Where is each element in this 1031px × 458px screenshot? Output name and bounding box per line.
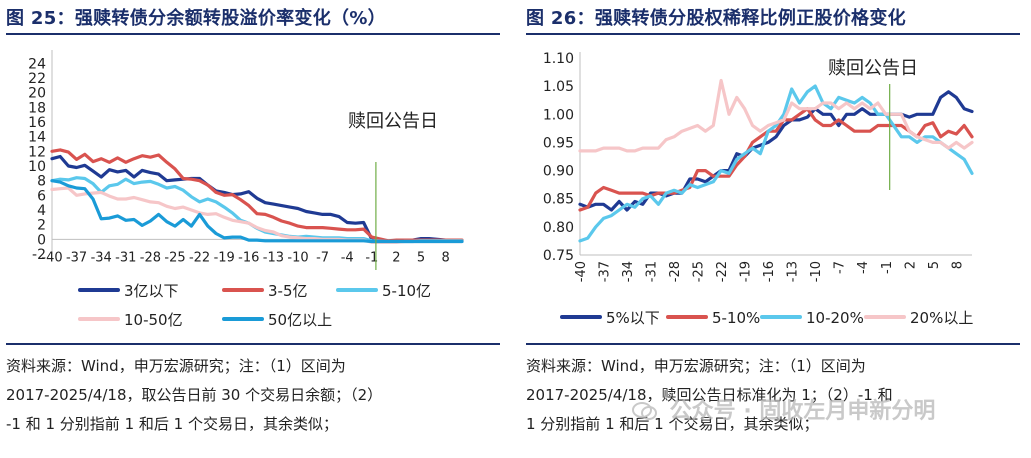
legend-label: 5-10亿	[382, 282, 431, 300]
source-rule	[6, 343, 500, 345]
source-line: 资料来源：Wind，申万宏源研究；注：（1）区间为	[526, 357, 866, 375]
series-line-3	[50, 176, 464, 244]
x-tick-label: -34	[621, 261, 636, 282]
x-tick-label: -7	[316, 250, 329, 265]
legend-label: 5-10%	[712, 309, 760, 327]
title-rule	[6, 33, 500, 35]
legend-label: 3亿以下	[124, 282, 179, 300]
x-tick-label: -4	[856, 261, 871, 274]
y-tick-label: 22	[28, 71, 46, 87]
source-line: -1 和 1 分别指前 1 和后 1 个交易日，其余类似；	[6, 415, 338, 433]
x-tick-label: -28	[140, 250, 161, 265]
x-tick-label: -10	[809, 261, 824, 282]
right-figure-panel: 图 26：强赎转债分股权稀释比例正股价格变化 0.75 0.80 0.85 0.90 0…	[526, 0, 1026, 458]
x-tick-label: -4	[341, 250, 354, 265]
x-tick-label: -19	[214, 250, 235, 265]
legend-label: 3-5亿	[268, 282, 308, 300]
x-tick-label: 8	[950, 261, 965, 269]
x-tick-label: -13	[786, 261, 801, 282]
series-line-3	[578, 84, 974, 243]
x-tick-label: 8	[441, 250, 449, 265]
x-tick-label: -22	[189, 250, 210, 265]
stock-price-line-chart: 0.75 0.80 0.85 0.90 0.95 1.00 1.05 1.10 -40 -37 -3…	[543, 51, 974, 327]
series-line-4	[578, 78, 974, 153]
x-tick-label: 2	[392, 250, 400, 265]
x-tick-label: -28	[668, 261, 683, 282]
y-tick-label: 0.85	[543, 192, 574, 208]
legend-label: 50亿以上	[268, 311, 332, 329]
source-rule	[526, 343, 1020, 345]
x-tick-label: -16	[238, 250, 259, 265]
source-note: 资料来源：Wind，申万宏源研究；注：（1）区间为 2017-2025/4/18…	[6, 352, 500, 439]
source-line: 2017-2025/4/18，取公告日前 30 个交易日余额；（2）	[6, 386, 383, 404]
y-tick-label: 0.80	[543, 220, 574, 236]
x-tick-label: -40	[574, 261, 589, 282]
y-tick-label: 16	[28, 115, 46, 131]
x-tick-label: -25	[692, 261, 707, 282]
series-line-1	[578, 90, 974, 212]
legend-label: 10-50亿	[124, 311, 183, 329]
source-line: 资料来源：Wind，申万宏源研究；注：（1）区间为	[6, 357, 346, 375]
y-tick-label: 0	[37, 232, 46, 248]
legend-label: 20%以上	[910, 309, 973, 327]
x-tick-label: -19	[739, 261, 754, 282]
x-tick-label: -13	[263, 250, 284, 265]
x-tick-label: -37	[66, 250, 87, 265]
legend-label: 10-20%	[806, 309, 864, 327]
y-tick-label: 10	[28, 159, 46, 175]
x-tick-label: -31	[115, 250, 136, 265]
figure-title: 图 26：强赎转债分股权稀释比例正股价格变化	[526, 8, 906, 29]
y-tick-label: 0.90	[543, 164, 574, 180]
x-tick-label: 5	[417, 250, 425, 265]
y-tick-label: 24	[28, 56, 46, 72]
series-line-5	[50, 179, 464, 244]
y-tick-label: 1.00	[543, 107, 574, 123]
x-tick-label: -16	[762, 261, 777, 282]
x-tick-label: -40	[41, 250, 62, 265]
y-tick-label: 18	[28, 100, 46, 116]
y-tick-label: 12	[28, 144, 46, 160]
x-tick-label: 2	[903, 261, 918, 269]
y-tick-label: 2	[37, 218, 46, 234]
source-line: 1 分别指前 1 和后 1 个交易日，其余类似；	[526, 415, 819, 433]
y-tick-label: 4	[37, 203, 46, 219]
figure-title: 图 25：强赎转债分余额转股溢价率变化（%）	[6, 8, 386, 29]
event-annotation: 赎回公告日	[828, 58, 918, 79]
x-tick-label: -31	[645, 261, 660, 282]
wechat-icon	[632, 402, 657, 420]
event-annotation: 赎回公告日	[348, 111, 438, 132]
x-tick-label: -22	[715, 261, 730, 282]
watermark: 公众号 · 固收左月申新分明	[632, 393, 935, 425]
y-tick-label: 0.95	[543, 135, 574, 151]
y-tick-label: 0.75	[543, 248, 574, 264]
y-tick-label: 20	[28, 86, 46, 102]
title-rule	[526, 33, 1020, 35]
x-tick-label: -7	[833, 261, 848, 274]
x-tick-label: -1	[880, 261, 895, 274]
source-line: 2017-2025/4/18，赎回公告日标准化为 1；（2）-1 和	[526, 386, 893, 404]
x-tick-label: -37	[598, 261, 613, 282]
x-tick-label: -10	[287, 250, 308, 265]
x-tick-label: -1	[365, 250, 378, 265]
y-tick-label: 8	[37, 174, 46, 190]
y-tick-label: 1.10	[543, 51, 574, 67]
x-tick-label: -25	[164, 250, 185, 265]
watermark-text: 公众号 · 固收左月申新分明	[669, 399, 936, 424]
source-note: 资料来源：Wind，申万宏源研究；注：（1）区间为 2017-2025/4/18…	[526, 352, 1020, 439]
y-tick-label: -2	[32, 247, 46, 263]
y-tick-label: 6	[37, 188, 46, 204]
y-tick-label: 14	[28, 130, 46, 146]
legend-label: 5%以下	[606, 309, 660, 327]
x-tick-label: 5	[927, 261, 942, 269]
y-tick-label: 1.05	[543, 79, 574, 95]
left-figure-panel: 图 25：强赎转债分余额转股溢价率变化（%） -2 0 2 4 6 8 10 12 14 16 18…	[6, 0, 506, 458]
x-tick-label: -34	[91, 250, 112, 265]
